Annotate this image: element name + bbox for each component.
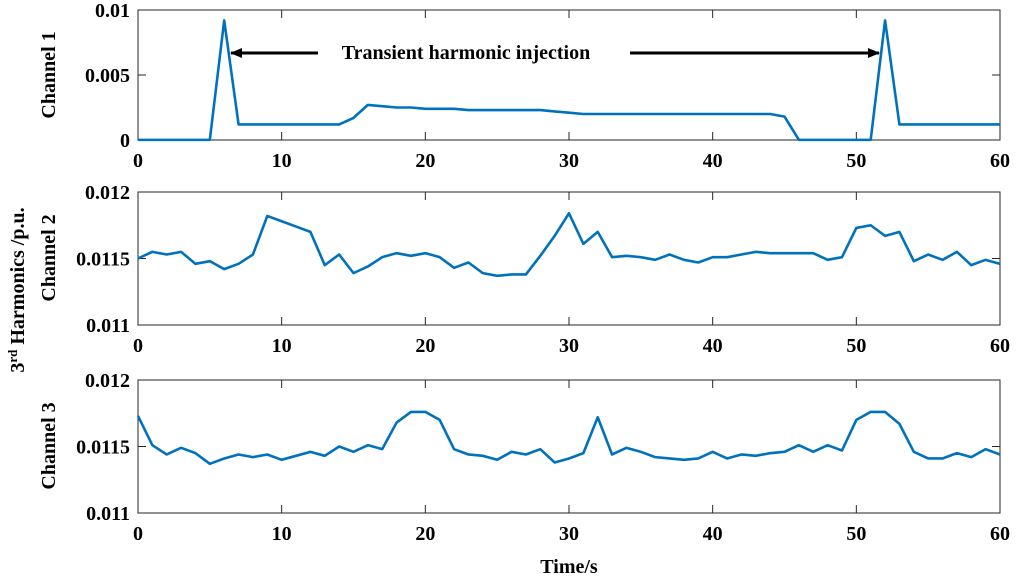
panel-3-x-tick-label: 50 bbox=[846, 523, 866, 545]
shared-y-label-sup: rd bbox=[5, 349, 20, 363]
panel-2-y-tick-label: 0.011 bbox=[86, 315, 130, 337]
panel-3-ylabel: Channel 3 bbox=[38, 402, 60, 489]
panel-3-plot: 0 10 20 30 40 50 60 0.011 0.0115 0.012 bbox=[76, 370, 1010, 545]
panel-1-x-tick-label: 20 bbox=[415, 150, 435, 172]
panel-2-ylabel: Channel 2 bbox=[38, 214, 60, 301]
panel-channel-1: Channel 1 0 10 20 30 40 50 60 0 0.005 0.01 Transi… bbox=[38, 0, 1010, 172]
panel-1-x-tick-label: 40 bbox=[703, 150, 723, 172]
panel-1-y-tick-label: 0.005 bbox=[85, 65, 130, 87]
panel-1-y-tick-label: 0.01 bbox=[95, 0, 130, 22]
annotation-text: Transient harmonic injection bbox=[342, 42, 591, 64]
panel-1-plot: 0 10 20 30 40 50 60 0 0.005 0.01 bbox=[85, 0, 1010, 172]
panel-3-x-tick-label: 40 bbox=[703, 523, 723, 545]
panel-3-x-tick-label: 0 bbox=[133, 523, 143, 545]
panel-1-x-tick-label: 10 bbox=[272, 150, 292, 172]
panel-2-axes-box bbox=[137, 191, 1001, 326]
panel-channel-2: Channel 2 0 10 20 30 40 50 60 0.011 0.0115 0.012 bbox=[38, 182, 1010, 357]
panel-1-ylabel: Channel 1 bbox=[38, 31, 60, 118]
panel-1-x-tick-label: 60 bbox=[990, 150, 1010, 172]
shared-y-label-base: 3 bbox=[7, 363, 29, 373]
panel-2-plot: 0 10 20 30 40 50 60 0.011 0.0115 0.012 bbox=[76, 182, 1010, 357]
panel-2-x-tick-label: 50 bbox=[846, 335, 866, 357]
panel-3-x-tick-label: 30 bbox=[559, 523, 579, 545]
panel-2-x-tick-label: 60 bbox=[990, 335, 1010, 357]
panel-1-x-tick-label: 30 bbox=[559, 150, 579, 172]
panel-3-y-tick-label: 0.011 bbox=[86, 503, 130, 525]
panel-channel-3: Channel 3 0 10 20 30 40 50 600.0110.01150.012 … bbox=[38, 370, 1010, 578]
panel-2-x-tick-label: 10 bbox=[272, 335, 292, 357]
panel-2-x-tick-label: 20 bbox=[415, 335, 435, 357]
panel-3-y-tick-label: 0.012 bbox=[85, 370, 130, 392]
panel-3-y-tick-label: 0.0115 bbox=[76, 437, 130, 459]
panel-2-y-tick-label: 0.0115 bbox=[76, 249, 130, 271]
panel-1-series-line bbox=[138, 19, 1000, 142]
panel-1-axes-box bbox=[137, 9, 1001, 141]
panel-3-axes-box bbox=[137, 379, 1001, 514]
panel-1-x-tick-label: 50 bbox=[846, 150, 866, 172]
panel-1-y-tick-label: 0 bbox=[120, 130, 130, 152]
panel-2-x-tick-label: 30 bbox=[559, 335, 579, 357]
panel-3-x-tick-label: 10 bbox=[272, 523, 292, 545]
panel-2-series-line bbox=[137, 211, 1001, 278]
panel-3-x-tick-label: 20 bbox=[415, 523, 435, 545]
panel-3-series-line bbox=[136, 410, 1001, 466]
panel-2-y-tick-label: 0.012 bbox=[85, 182, 130, 204]
panel-1-x-tick-label: 0 bbox=[133, 150, 143, 172]
panel-3-x-tick-label: 60 bbox=[990, 523, 1010, 545]
panel-2-x-tick-label: 0 bbox=[133, 335, 143, 357]
panel-2-x-tick-label: 40 bbox=[703, 335, 723, 357]
shared-y-label: 3rd Harmonics /p.u. bbox=[5, 207, 30, 372]
x-axis-label: Time/s bbox=[540, 556, 598, 578]
shared-y-label-rest: Harmonics /p.u. bbox=[7, 207, 29, 349]
